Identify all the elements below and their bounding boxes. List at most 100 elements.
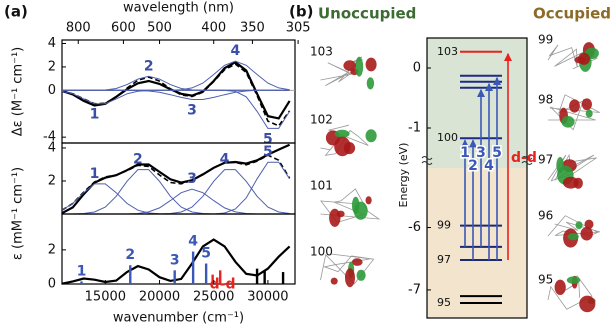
y-tick-label: 2	[48, 173, 56, 188]
x-tick-label: 30000	[247, 290, 288, 305]
level-label: 99	[437, 219, 451, 232]
stick-label: d-d	[210, 277, 236, 293]
orbital-lobe	[561, 116, 575, 128]
x2-tick-label: 500	[147, 21, 172, 36]
series-line	[61, 183, 290, 215]
orbital-lobe	[365, 196, 372, 205]
unoccupied-title: Unoccupied	[318, 5, 416, 23]
orbital-lobe	[343, 60, 357, 71]
stick-label: 4	[188, 234, 198, 250]
transition-label: d-d	[511, 150, 537, 166]
y-tick-label: 0	[48, 277, 56, 292]
orbital-label: 98	[538, 93, 553, 107]
component-label: 5	[263, 131, 273, 147]
orbital-label: 101	[310, 179, 333, 193]
transition-label: 4	[484, 158, 494, 174]
orbital-lobe	[556, 157, 564, 174]
x-tick-label: 20000	[139, 290, 180, 305]
y-tick-label: 0	[48, 83, 56, 98]
y-tick-label: -7	[408, 282, 421, 297]
component-label: 1	[90, 107, 100, 123]
y-tick-label: 0	[413, 61, 421, 76]
level-label: 100	[437, 131, 458, 144]
orbital-label: 102	[310, 113, 333, 127]
y-tick-label: -4	[43, 130, 56, 145]
component-label: 4	[231, 43, 241, 59]
occupied-title: Occupied	[533, 5, 610, 23]
diagram-frame	[426, 37, 528, 319]
orbital-label: 103	[310, 45, 333, 59]
component-label: 3	[187, 102, 197, 118]
plot-frame	[61, 213, 296, 285]
transition-label: 5	[492, 145, 502, 161]
stick-label: 2	[125, 247, 135, 263]
y-tick-label: 4	[48, 36, 56, 51]
panel-label: (a)	[4, 3, 28, 21]
series-line	[61, 154, 291, 211]
component-label: 4	[220, 152, 230, 168]
orbital-lobe	[578, 52, 590, 65]
orbital-lobe	[345, 268, 355, 288]
orbital-lobe	[356, 269, 366, 281]
y-axis-label: Energy (eV)	[397, 143, 410, 208]
orbital-lobe	[365, 57, 377, 72]
orbital-lobe	[353, 201, 368, 220]
orbital-lobe	[580, 227, 593, 241]
panel-label: (b)	[289, 3, 313, 21]
orbital-lobe	[366, 77, 375, 90]
stick-label: 5	[201, 246, 211, 262]
x2-tick-label: 400	[201, 21, 226, 36]
transition-label: 3	[476, 145, 486, 161]
series-line	[61, 60, 291, 120]
orbital-lobe	[581, 98, 593, 111]
component-label: 1	[90, 166, 100, 182]
orbital-lobe	[584, 219, 594, 229]
orbital-lobe	[351, 258, 363, 266]
orbital-lobe	[355, 56, 364, 77]
molecule-frame	[320, 188, 381, 223]
orbital-lobe	[330, 277, 338, 285]
axis-break	[421, 156, 433, 165]
component-label: 2	[144, 58, 154, 74]
x2-tick-label: 600	[111, 21, 136, 36]
level-label: 95	[437, 296, 451, 309]
orbital-lobe	[585, 109, 593, 118]
orbital-lobe	[334, 136, 351, 157]
stick-label: 1	[77, 263, 87, 279]
y-axis-label: ε (mM⁻¹ cm⁻¹)	[11, 167, 26, 260]
y-tick-label: 4	[48, 140, 56, 155]
x-tick-label: 15000	[85, 290, 126, 305]
occupied-region	[427, 168, 527, 318]
orbital-lobe	[569, 99, 580, 113]
orbital-lobe	[554, 279, 566, 295]
y-tick-label: 2	[48, 242, 56, 257]
y-tick-label: -6	[408, 220, 421, 235]
level-label: 97	[437, 253, 451, 266]
orbital-label: 97	[538, 153, 553, 167]
x2-tick-label: 305	[286, 21, 311, 36]
orbital-lobe	[579, 295, 596, 313]
axis-break	[521, 156, 533, 165]
x-tick-label: 25000	[193, 290, 234, 305]
orbital-label: 95	[538, 273, 553, 287]
x2-tick-label: 800	[66, 21, 91, 36]
transition-label: 2	[468, 158, 478, 174]
orbital-label: 99	[538, 33, 553, 47]
component-label: 3	[187, 171, 197, 187]
y-tick-label: 2	[48, 59, 56, 74]
orbital-lobe	[567, 233, 579, 241]
level-label: 103	[437, 45, 458, 58]
orbital-lobe	[566, 276, 581, 284]
component-label: 5	[263, 144, 273, 160]
orbital-lobe	[575, 221, 583, 230]
series-line	[62, 60, 290, 91]
stick-label: 3	[170, 252, 180, 268]
orbital-label: 96	[538, 209, 553, 223]
orbital-lobe	[336, 210, 345, 218]
orbital-label: 100	[310, 245, 333, 259]
x2-tick-label: 350	[240, 21, 265, 36]
x2-axis-label: wavelength (nm)	[123, 1, 234, 16]
y-axis-label: Δε (M⁻¹ cm⁻¹)	[11, 47, 26, 137]
orbital-lobe	[334, 129, 350, 138]
